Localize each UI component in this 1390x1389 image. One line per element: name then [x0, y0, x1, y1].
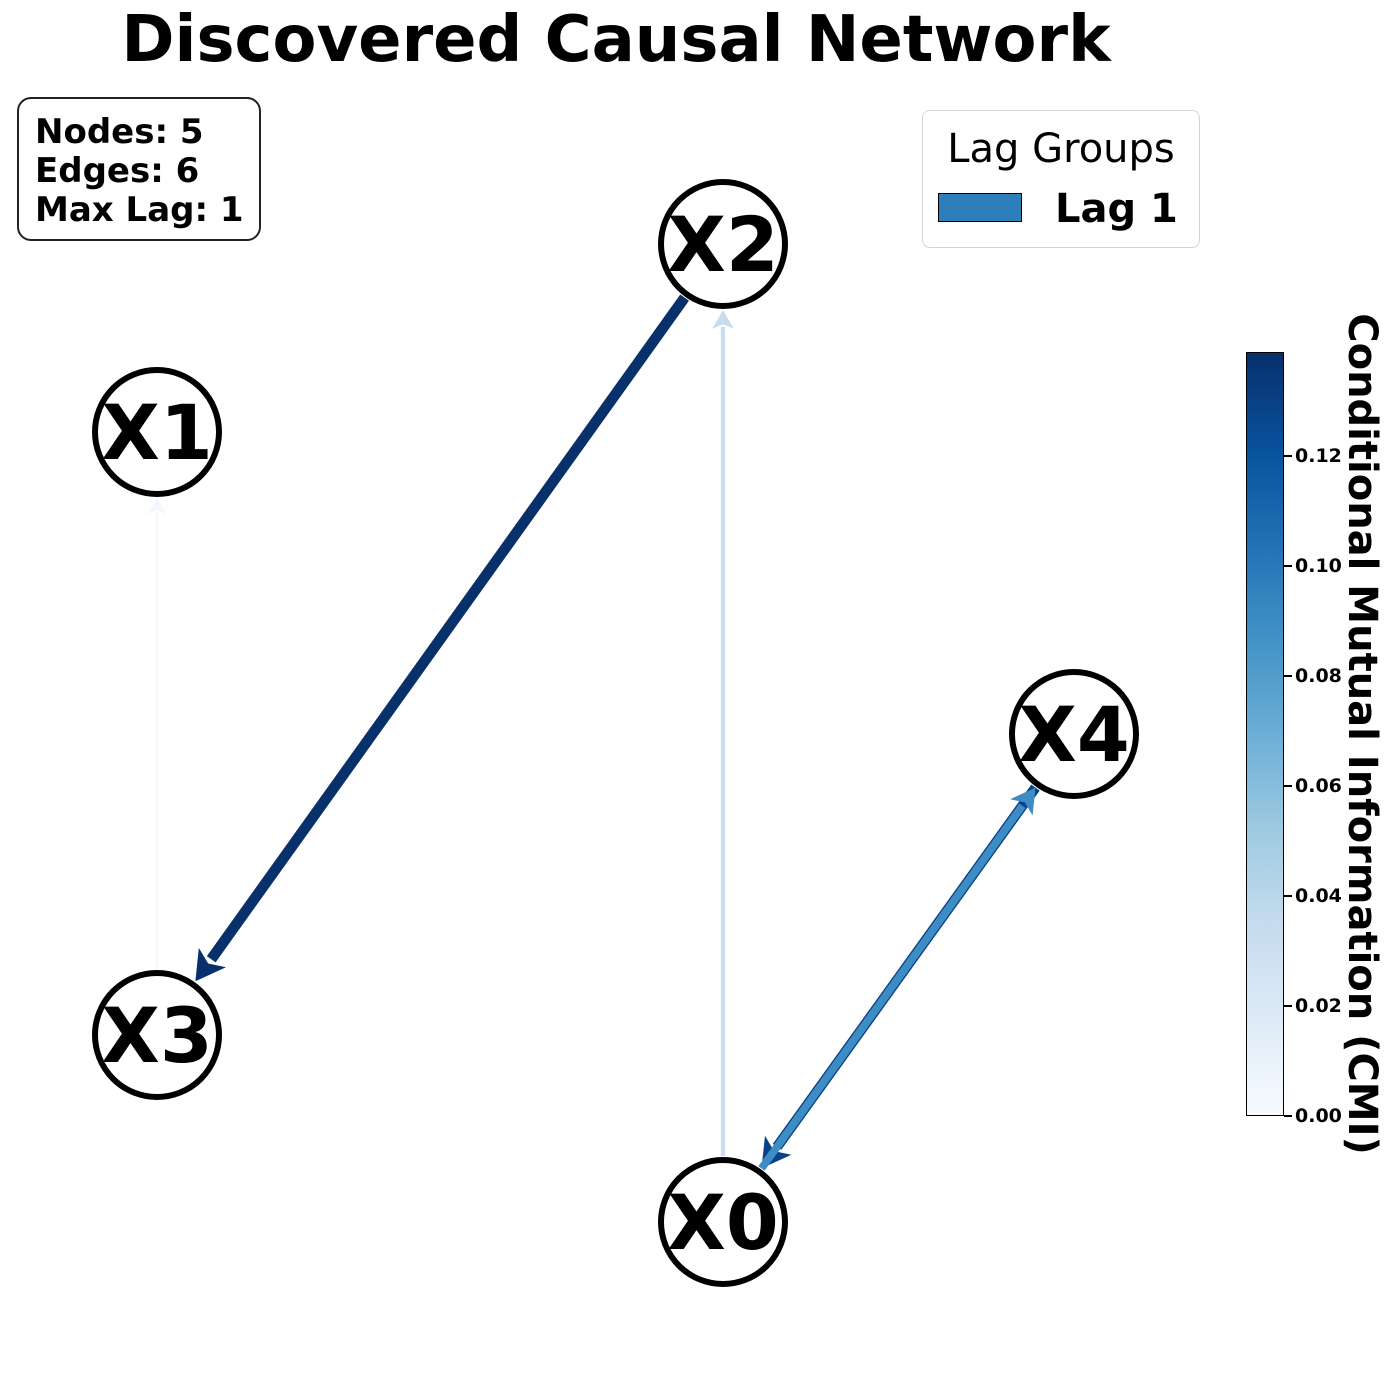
colorbar-tick-label: 0.10	[1295, 555, 1342, 578]
stats-max-lag: Max Lag: 1	[35, 190, 244, 230]
node-x3: X3	[92, 970, 222, 1100]
node-label: X3	[101, 991, 212, 1080]
node-x0: X0	[658, 1157, 788, 1287]
colorbar-tick-label: 0.12	[1295, 445, 1342, 468]
edge-line	[758, 803, 1026, 1171]
stats-box: Nodes: 5 Edges: 6 Max Lag: 1	[17, 97, 261, 241]
colorbar-tick-label: 0.00	[1295, 1105, 1342, 1127]
stats-nodes: Nodes: 5	[35, 112, 204, 152]
legend-title: Lag Groups	[947, 126, 1175, 172]
colorbar-tick-label: 0.08	[1295, 665, 1342, 688]
colorbar-tick-label: 0.06	[1295, 775, 1342, 798]
colorbar-tick	[1284, 1005, 1292, 1008]
colorbar-tick	[1284, 675, 1292, 678]
colorbar-title: Conditional Mutual Information (CMI)	[1339, 313, 1385, 1155]
edge-x0-to-x4	[758, 787, 1036, 1171]
colorbar-tick	[1284, 785, 1292, 788]
edge-x2-to-x3	[195, 294, 689, 982]
node-circle	[92, 367, 222, 497]
node-label: X0	[667, 1178, 778, 1267]
colorbar-tick-label: 0.02	[1295, 995, 1342, 1018]
causal-network-graph: X0 X1 X2 X3 X4	[92, 179, 1139, 1287]
edge-x0-to-x2	[712, 310, 734, 1156]
node-x2: X2	[658, 179, 788, 309]
colorbar	[1246, 352, 1284, 1116]
edges-layer	[147, 294, 1040, 1171]
nodes-layer: X0 X1 X2 X3 X4	[92, 179, 1139, 1287]
edge-arrowhead	[195, 947, 226, 982]
edge-arrowhead	[147, 498, 167, 515]
edge-arrowhead	[1010, 787, 1036, 816]
edge-x3-to-x1	[147, 498, 167, 969]
edge-arrowhead	[712, 310, 734, 329]
colorbar-tick-label: 0.04	[1295, 885, 1342, 908]
legend-swatch-lag-1	[938, 193, 1022, 222]
node-circle	[658, 1157, 788, 1287]
colorbar-tick	[1284, 895, 1292, 898]
legend-label-lag-1: Lag 1	[1055, 186, 1178, 232]
stats-edges: Edges: 6	[35, 151, 200, 191]
node-x4: X4	[1009, 669, 1139, 799]
chart-title: Discovered Causal Network	[121, 3, 1111, 77]
node-label: X4	[1018, 690, 1129, 779]
colorbar-tick	[1284, 1115, 1292, 1117]
node-circle	[658, 179, 788, 309]
node-label: X2	[667, 200, 778, 289]
legend: Lag Groups Lag 1	[922, 110, 1200, 248]
node-x1: X1	[92, 367, 222, 497]
edge-line	[206, 294, 689, 963]
colorbar-tick	[1284, 565, 1292, 568]
node-label: X1	[101, 388, 212, 477]
node-circle	[92, 970, 222, 1100]
colorbar-tick	[1284, 455, 1292, 458]
node-circle	[1009, 669, 1139, 799]
